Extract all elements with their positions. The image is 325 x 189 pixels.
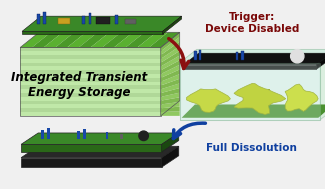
Polygon shape [162, 16, 182, 34]
Polygon shape [20, 108, 161, 112]
Polygon shape [58, 18, 70, 24]
Polygon shape [161, 32, 180, 51]
Circle shape [139, 131, 149, 141]
Polygon shape [187, 89, 230, 112]
Polygon shape [21, 158, 162, 167]
Polygon shape [161, 83, 180, 93]
Polygon shape [20, 47, 161, 51]
Polygon shape [21, 133, 179, 144]
Polygon shape [20, 51, 161, 55]
Polygon shape [20, 55, 161, 59]
Polygon shape [20, 97, 161, 101]
Polygon shape [37, 14, 40, 24]
Polygon shape [120, 134, 123, 139]
Polygon shape [88, 13, 91, 24]
Circle shape [291, 50, 304, 63]
Polygon shape [125, 32, 156, 47]
Polygon shape [162, 146, 179, 167]
Polygon shape [83, 129, 86, 139]
Polygon shape [241, 50, 244, 60]
Polygon shape [161, 74, 180, 85]
Polygon shape [20, 63, 161, 67]
Polygon shape [161, 69, 180, 82]
Polygon shape [20, 112, 161, 116]
Polygon shape [43, 12, 46, 24]
Polygon shape [32, 32, 63, 47]
Polygon shape [161, 79, 180, 89]
Polygon shape [161, 65, 180, 78]
Polygon shape [161, 97, 180, 105]
Polygon shape [199, 50, 202, 60]
Polygon shape [44, 32, 74, 47]
Polygon shape [182, 105, 325, 118]
Polygon shape [20, 59, 161, 63]
Polygon shape [106, 132, 109, 139]
Polygon shape [180, 63, 320, 120]
Polygon shape [161, 56, 180, 70]
Polygon shape [161, 107, 180, 112]
Polygon shape [21, 144, 162, 152]
Polygon shape [194, 51, 197, 60]
Text: Full Dissolution: Full Dissolution [206, 143, 297, 153]
Polygon shape [82, 16, 85, 24]
Polygon shape [161, 93, 180, 101]
Polygon shape [320, 49, 325, 120]
Polygon shape [20, 82, 161, 85]
FancyArrowPatch shape [174, 123, 205, 139]
FancyArrowPatch shape [169, 39, 189, 68]
Polygon shape [20, 101, 161, 105]
Polygon shape [115, 15, 118, 24]
Polygon shape [20, 105, 161, 108]
Polygon shape [180, 49, 325, 63]
Polygon shape [161, 102, 180, 108]
Polygon shape [149, 32, 180, 47]
Polygon shape [161, 111, 180, 116]
Polygon shape [137, 32, 168, 47]
Polygon shape [20, 89, 161, 93]
Polygon shape [124, 19, 136, 24]
Polygon shape [21, 146, 179, 158]
Polygon shape [20, 32, 51, 47]
Polygon shape [22, 31, 162, 34]
Polygon shape [184, 65, 317, 69]
Polygon shape [161, 88, 180, 97]
Polygon shape [102, 32, 133, 47]
Polygon shape [161, 60, 180, 74]
Polygon shape [114, 32, 145, 47]
Polygon shape [180, 63, 320, 120]
Polygon shape [90, 32, 121, 47]
Polygon shape [41, 130, 44, 139]
Polygon shape [79, 32, 110, 47]
Polygon shape [77, 131, 80, 139]
Polygon shape [67, 32, 98, 47]
Polygon shape [20, 67, 161, 70]
Polygon shape [20, 85, 161, 89]
Text: Trigger:
Device Disabled: Trigger: Device Disabled [205, 12, 299, 34]
Polygon shape [285, 84, 318, 111]
Polygon shape [20, 93, 161, 97]
Polygon shape [20, 70, 161, 74]
Polygon shape [96, 17, 110, 24]
Polygon shape [234, 83, 286, 114]
Polygon shape [161, 46, 180, 63]
Polygon shape [20, 74, 161, 78]
Polygon shape [47, 128, 50, 139]
Polygon shape [22, 16, 182, 31]
Text: Integrated Transient
Energy Storage: Integrated Transient Energy Storage [11, 71, 147, 99]
Polygon shape [161, 37, 180, 55]
Polygon shape [55, 32, 86, 47]
Polygon shape [236, 52, 239, 60]
Polygon shape [184, 53, 325, 65]
Polygon shape [162, 133, 179, 152]
Polygon shape [317, 53, 325, 69]
Polygon shape [20, 78, 161, 82]
Polygon shape [161, 42, 180, 59]
Polygon shape [161, 51, 180, 67]
